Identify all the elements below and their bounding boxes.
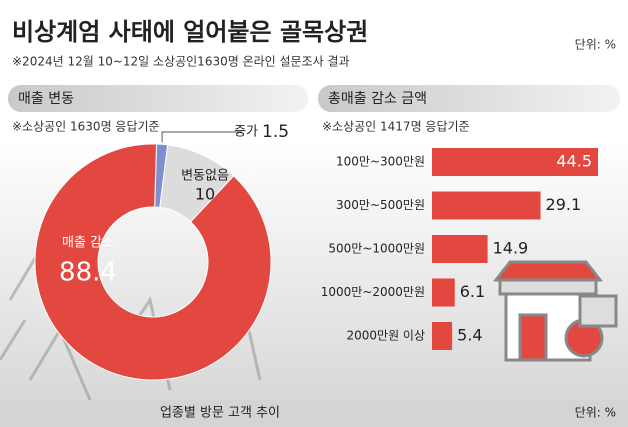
panel-title: 총매출 감소 금액 <box>328 91 427 107</box>
value-label: 14.9 <box>493 239 529 258</box>
panel-heading <box>8 85 308 112</box>
footer-bar <box>0 400 628 427</box>
bar <box>432 148 598 176</box>
shop-icon <box>492 260 618 362</box>
subtitle: ※2024년 12월 10~12일 소상공인1630명 온라인 설문조사 결과 <box>12 55 350 69</box>
value-label: 88.4 <box>59 258 117 288</box>
footer-unit: 단위: % <box>575 406 616 420</box>
note: ※소상공인 1630명 응답기준 <box>12 120 160 134</box>
value-label: 44.5 <box>556 152 592 171</box>
panel-heading <box>318 85 620 112</box>
category-label: 1000만~2000만원 <box>321 285 425 299</box>
bar <box>432 191 541 220</box>
value-label: 5.4 <box>457 326 482 345</box>
category-label: 300만~500만원 <box>336 198 425 212</box>
bar <box>432 278 455 307</box>
value-label: 10 <box>195 185 215 204</box>
category-label: 증가 <box>234 125 258 140</box>
panel-title: 매출 변동 <box>18 91 74 107</box>
value-label: 29.1 <box>546 195 582 214</box>
bar <box>432 235 488 263</box>
note: ※소상공인 1417명 응답기준 <box>322 120 470 134</box>
title: 비상계엄 사태에 얼어붙은 골목상권 <box>12 18 368 46</box>
value-label: 1.5 <box>262 122 289 142</box>
category-label: 500만~1000만원 <box>328 242 425 256</box>
footer-title: 업종별 방문 고객 추이 <box>160 406 280 421</box>
category-label: 2000만원 이상 <box>346 329 425 343</box>
unit: 단위: % <box>575 38 616 52</box>
value-label: 6.1 <box>460 282 485 301</box>
category-label: 변동없음 <box>181 169 229 184</box>
leader-line <box>161 131 243 143</box>
category-label: 매출 감소 <box>62 236 114 251</box>
donut-segment <box>34 143 272 381</box>
category-label: 100만~300만원 <box>336 155 425 169</box>
bar <box>432 322 453 350</box>
